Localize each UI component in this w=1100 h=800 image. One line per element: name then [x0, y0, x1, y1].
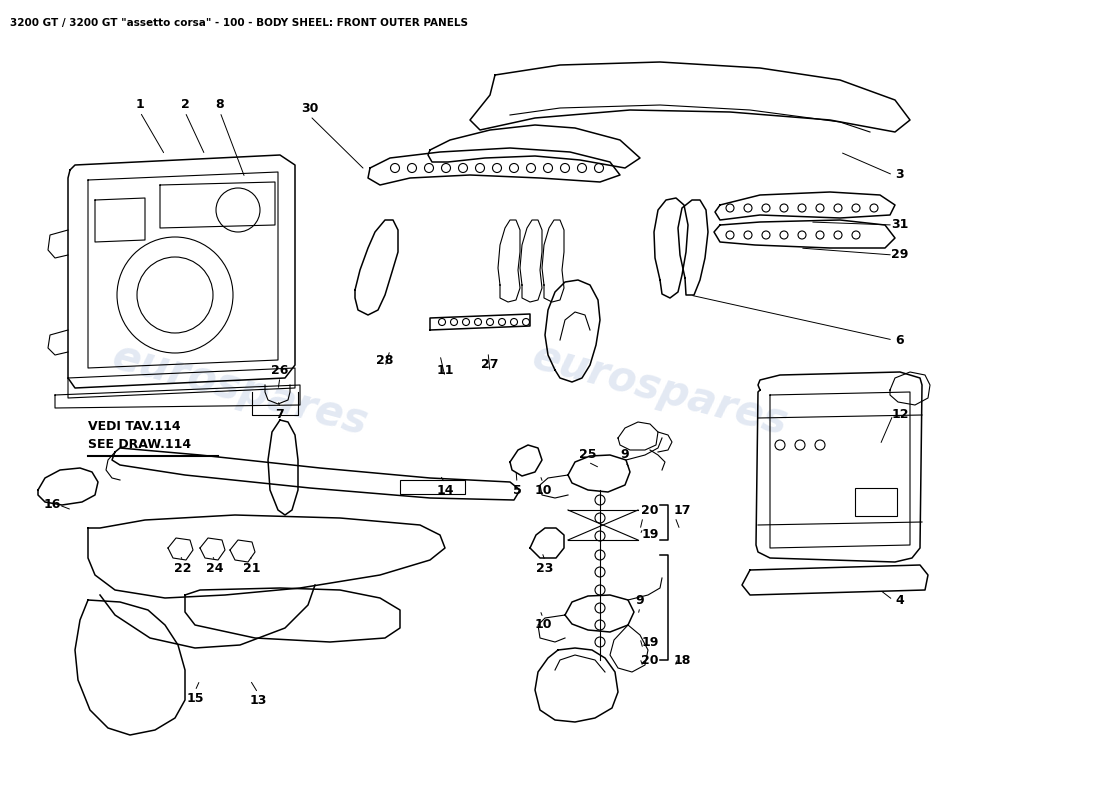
- Bar: [855, 488, 896, 516]
- Text: 23: 23: [537, 562, 553, 574]
- Text: 9: 9: [636, 594, 645, 606]
- Text: 4: 4: [895, 594, 904, 606]
- Text: 20: 20: [641, 654, 659, 666]
- Text: 8: 8: [216, 98, 224, 111]
- Text: 22: 22: [174, 562, 191, 574]
- Text: 12: 12: [891, 409, 909, 422]
- Text: VEDI TAV.114: VEDI TAV.114: [88, 420, 180, 433]
- Text: 21: 21: [243, 562, 261, 574]
- Text: 17: 17: [673, 503, 691, 517]
- Text: 25: 25: [580, 449, 596, 462]
- Text: 14: 14: [437, 483, 453, 497]
- Text: 9: 9: [620, 449, 629, 462]
- Text: 31: 31: [891, 218, 909, 231]
- Text: 18: 18: [673, 654, 691, 666]
- Text: 3: 3: [895, 169, 904, 182]
- Text: 19: 19: [641, 635, 659, 649]
- Text: 6: 6: [895, 334, 904, 346]
- Text: 13: 13: [250, 694, 266, 706]
- Bar: [400, 480, 465, 494]
- Text: 1: 1: [135, 98, 144, 111]
- Text: 19: 19: [641, 529, 659, 542]
- Text: 20: 20: [641, 503, 659, 517]
- Text: 30: 30: [301, 102, 319, 114]
- Text: 10: 10: [535, 483, 552, 497]
- Text: SEE DRAW.114: SEE DRAW.114: [88, 438, 191, 451]
- Text: 24: 24: [207, 562, 223, 574]
- Text: 7: 7: [276, 409, 285, 422]
- Text: eurospares: eurospares: [108, 336, 373, 444]
- Text: 2: 2: [180, 98, 189, 111]
- Text: eurospares: eurospares: [528, 336, 792, 444]
- Text: 11: 11: [437, 363, 453, 377]
- Text: 10: 10: [535, 618, 552, 631]
- Text: 3200 GT / 3200 GT "assetto corsa" - 100 - BODY SHEEL: FRONT OUTER PANELS: 3200 GT / 3200 GT "assetto corsa" - 100 …: [10, 18, 467, 28]
- Text: 15: 15: [186, 691, 204, 705]
- Text: 16: 16: [43, 498, 60, 511]
- Text: 26: 26: [272, 363, 288, 377]
- Text: 27: 27: [482, 358, 498, 371]
- Text: 28: 28: [376, 354, 394, 366]
- Text: 5: 5: [513, 483, 521, 497]
- Text: 29: 29: [891, 249, 909, 262]
